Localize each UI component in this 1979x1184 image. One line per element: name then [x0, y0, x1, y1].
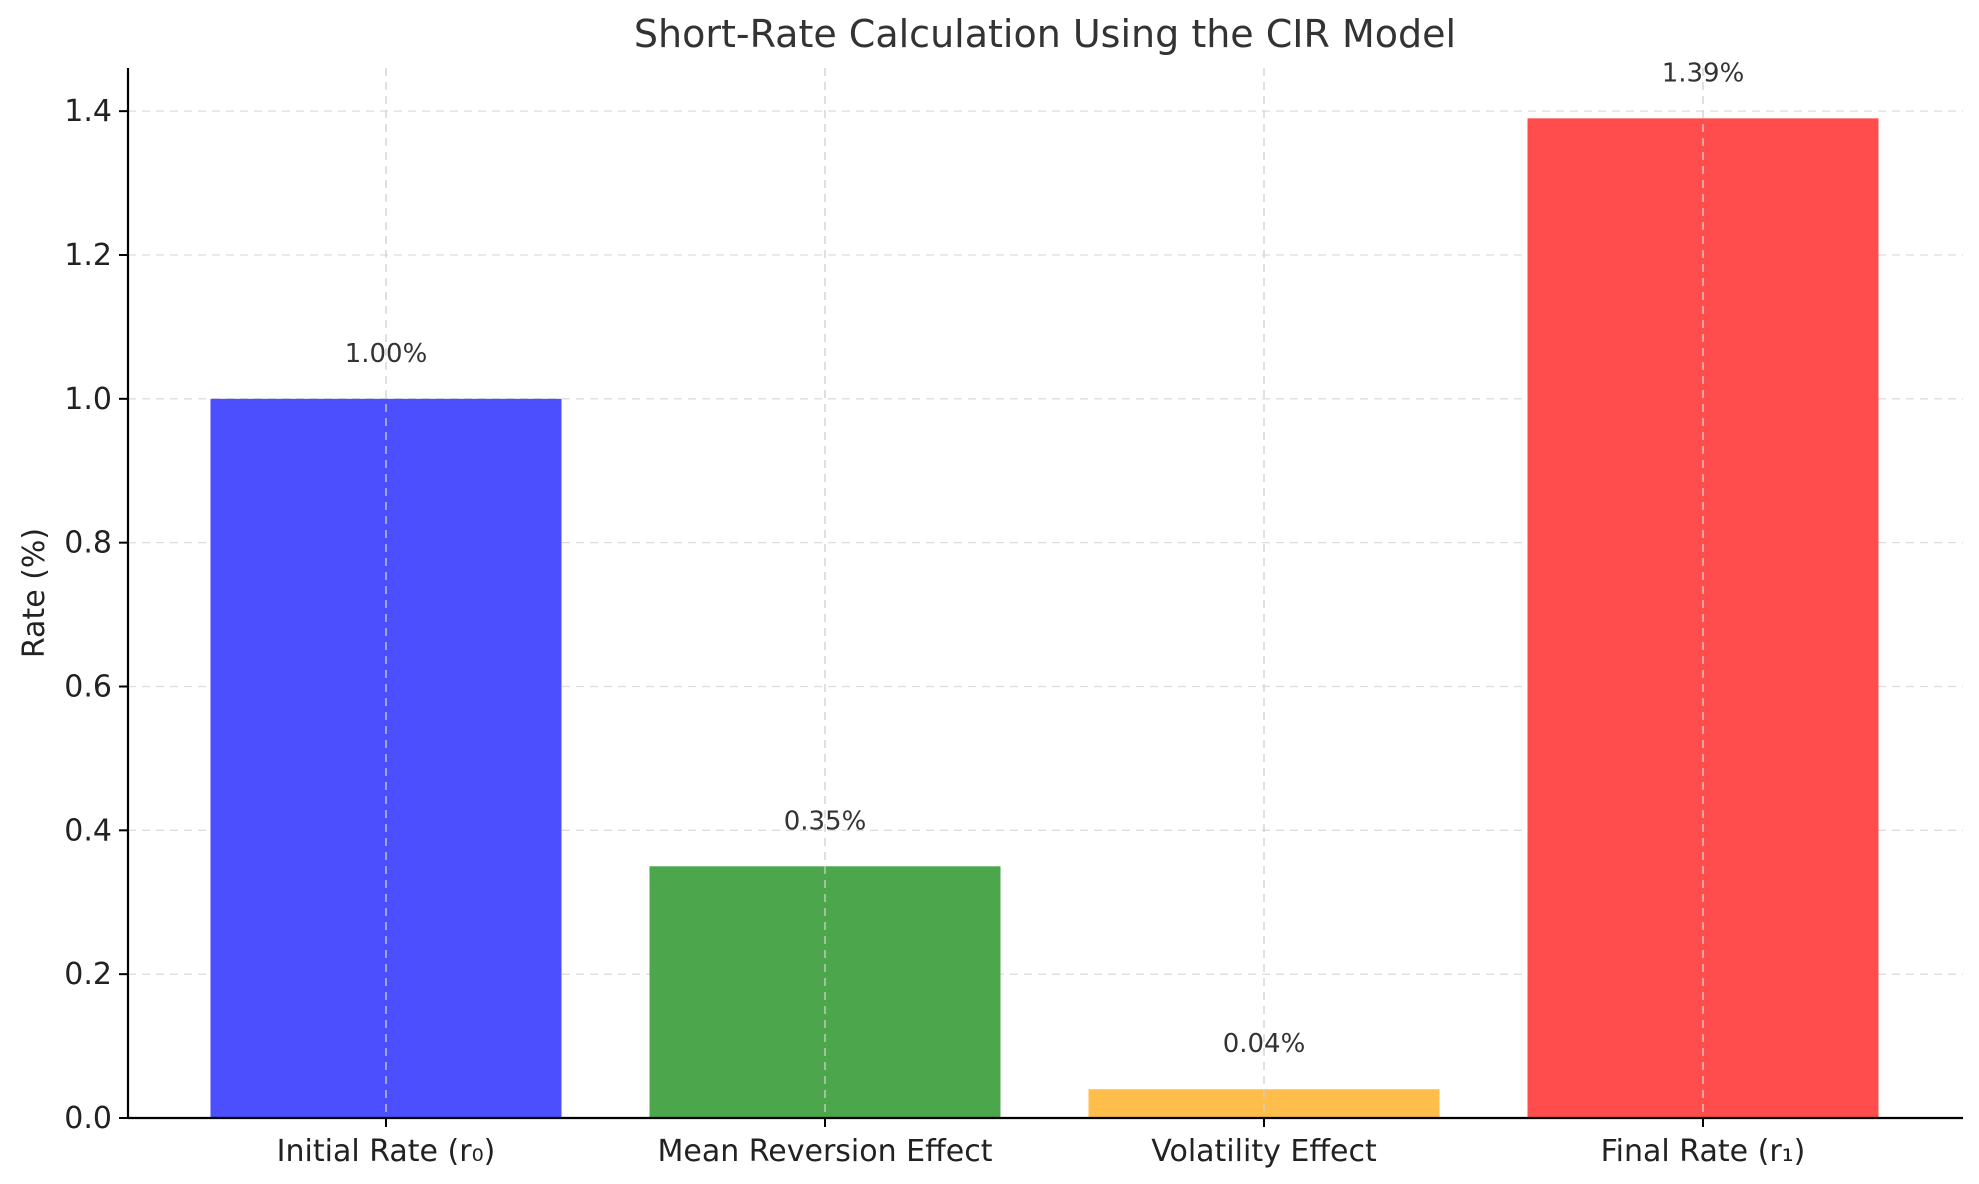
vertical-grid-layer: [385, 68, 1704, 1118]
bar-data-label: 0.04%: [1223, 1029, 1306, 1059]
chart-title: Short-Rate Calculation Using the CIR Mod…: [634, 12, 1456, 56]
x-tick-label: Final Rate (r₁): [1601, 1134, 1806, 1169]
bar-data-label: 1.39%: [1662, 58, 1745, 88]
y-axis-label: Rate (%): [17, 528, 52, 658]
y-tick-label: 0.6: [64, 669, 112, 704]
y-tick-label: 0.4: [64, 813, 112, 848]
y-tick-label: 0.0: [64, 1101, 112, 1136]
x-tick-label: Initial Rate (r₀): [277, 1134, 496, 1169]
x-tick-label: Mean Reversion Effect: [658, 1134, 993, 1169]
axes-layer: [119, 68, 1963, 1127]
bars-layer: [210, 118, 1879, 1119]
y-tick-label: 1.2: [64, 238, 112, 273]
bar-data-label: 1.00%: [345, 339, 428, 369]
y-tick-label: 1.4: [64, 94, 112, 129]
y-tick-label: 0.8: [64, 526, 112, 561]
labels-layer: 0.0 0.2 0.4 0.6 0.8 1.0 1.2 1.4 Initial Rate (r₀…: [64, 58, 1805, 1169]
bar-data-label: 0.35%: [784, 806, 867, 836]
y-tick-label: 0.2: [64, 957, 112, 992]
y-tick-label: 1.0: [64, 382, 112, 417]
x-tick-label: Volatility Effect: [1151, 1134, 1377, 1169]
